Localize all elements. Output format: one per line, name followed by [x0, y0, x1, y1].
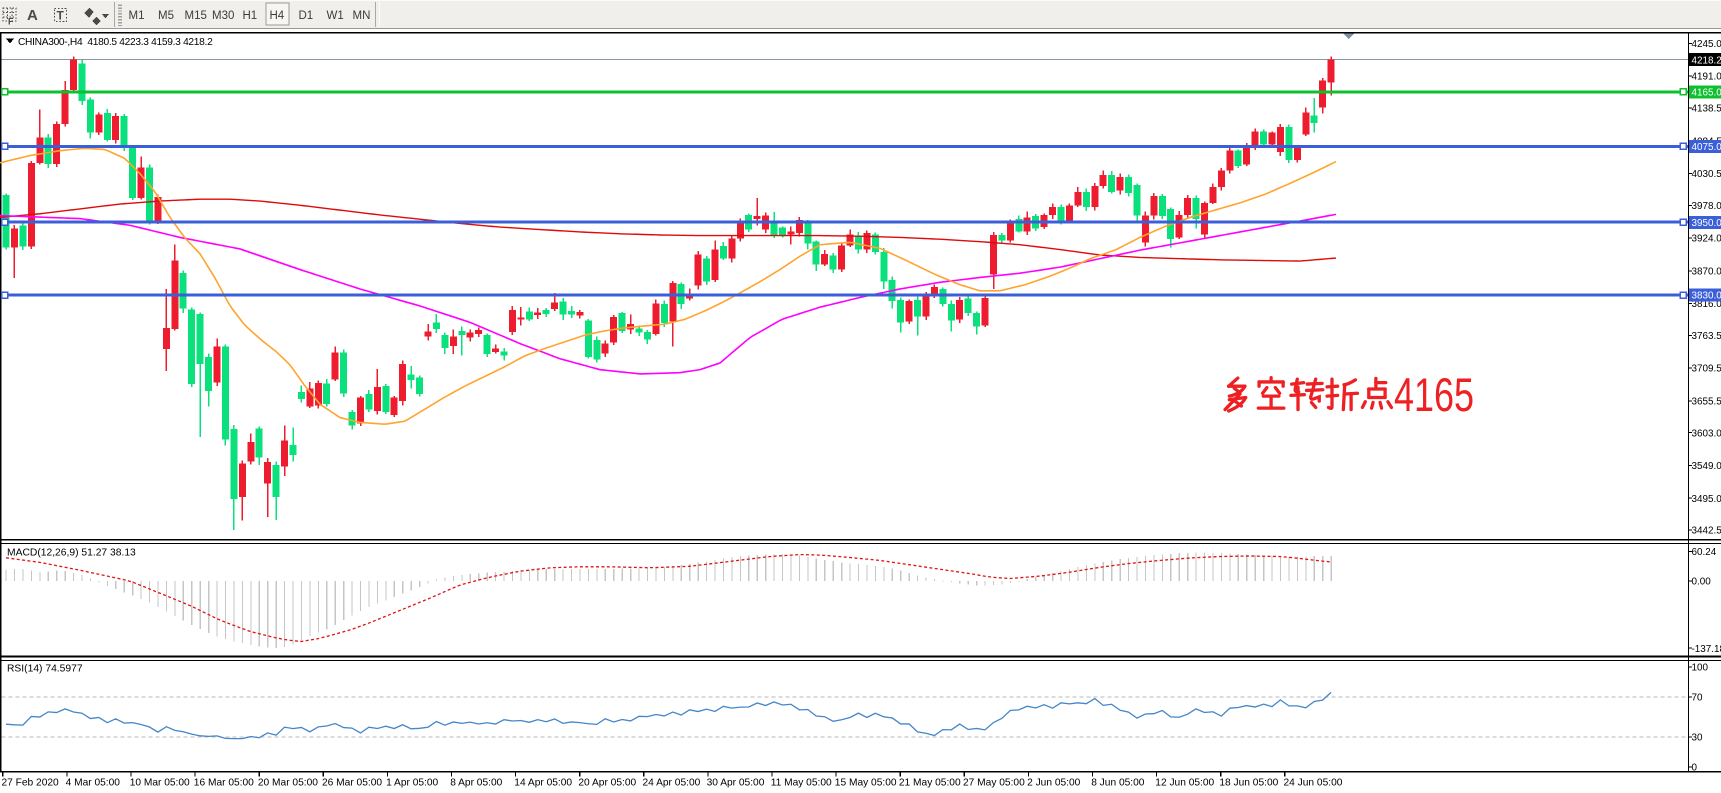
svg-text:3950.0: 3950.0: [1692, 218, 1721, 229]
svg-text:T: T: [57, 9, 65, 23]
svg-text:70: 70: [1692, 693, 1703, 704]
svg-text:60.24: 60.24: [1692, 547, 1717, 558]
svg-text:F: F: [8, 17, 14, 27]
svg-text:MACD(12,26,9) 51.27 38.13: MACD(12,26,9) 51.27 38.13: [7, 548, 136, 559]
svg-text:CHINA300-,H4 4180.5 4223.3 41: CHINA300-,H4 4180.5 4223.3 4159.3 4218.2: [18, 37, 213, 48]
svg-text:H4: H4: [270, 10, 285, 22]
svg-text:3763.5: 3763.5: [1692, 331, 1721, 342]
svg-text:4218.2: 4218.2: [1692, 55, 1721, 66]
svg-text:3924.0: 3924.0: [1692, 234, 1721, 245]
svg-text:16 Mar 05:00: 16 Mar 05:00: [194, 778, 254, 789]
svg-text:4165: 4165: [1394, 368, 1474, 421]
svg-text:21 May 05:00: 21 May 05:00: [899, 778, 961, 789]
svg-text:30: 30: [1692, 733, 1703, 744]
svg-text:3495.0: 3495.0: [1692, 494, 1721, 505]
svg-text:W1: W1: [327, 10, 344, 22]
svg-text:3830.0: 3830.0: [1692, 291, 1721, 302]
svg-text:4165.0: 4165.0: [1692, 88, 1721, 99]
svg-text:M1: M1: [129, 10, 145, 22]
svg-text:24 Apr 05:00: 24 Apr 05:00: [643, 778, 701, 789]
svg-text:8 Jun 05:00: 8 Jun 05:00: [1091, 778, 1145, 789]
svg-text:0.00: 0.00: [1692, 577, 1712, 588]
svg-text:M5: M5: [158, 10, 174, 22]
svg-text:RSI(14) 74.5977: RSI(14) 74.5977: [7, 664, 83, 675]
svg-text:3870.0: 3870.0: [1692, 266, 1721, 277]
svg-text:4245.0: 4245.0: [1692, 39, 1721, 50]
svg-text:2 Jun 05:00: 2 Jun 05:00: [1027, 778, 1081, 789]
svg-text:3978.0: 3978.0: [1692, 201, 1721, 212]
svg-text:3816.0: 3816.0: [1692, 299, 1721, 310]
svg-text:18 Jun 05:00: 18 Jun 05:00: [1219, 778, 1278, 789]
svg-text:27 May 05:00: 27 May 05:00: [963, 778, 1025, 789]
svg-text:3603.0: 3603.0: [1692, 428, 1721, 439]
svg-text:10 Mar 05:00: 10 Mar 05:00: [130, 778, 190, 789]
svg-text:4191.0: 4191.0: [1692, 72, 1721, 83]
svg-text:M30: M30: [212, 10, 234, 22]
svg-text:8 Apr 05:00: 8 Apr 05:00: [450, 778, 502, 789]
svg-text:MN: MN: [353, 10, 371, 22]
svg-text:20 Mar 05:00: 20 Mar 05:00: [258, 778, 318, 789]
svg-text:4138.5: 4138.5: [1692, 104, 1721, 115]
svg-text:3442.5: 3442.5: [1692, 526, 1721, 537]
svg-text:26 Mar 05:00: 26 Mar 05:00: [322, 778, 382, 789]
svg-text:D1: D1: [299, 10, 314, 22]
svg-text:15 May 05:00: 15 May 05:00: [835, 778, 897, 789]
svg-text:1 Apr 05:00: 1 Apr 05:00: [386, 778, 438, 789]
svg-text:12 Jun 05:00: 12 Jun 05:00: [1155, 778, 1214, 789]
svg-text:3709.5: 3709.5: [1692, 364, 1721, 375]
svg-text:27 Feb 2020: 27 Feb 2020: [2, 778, 60, 789]
svg-text:-137.18: -137.18: [1692, 644, 1721, 655]
svg-text:H1: H1: [243, 10, 258, 22]
svg-text:14 Apr 05:00: 14 Apr 05:00: [514, 778, 572, 789]
svg-text:4030.5: 4030.5: [1692, 169, 1721, 180]
svg-text:0: 0: [1692, 763, 1698, 774]
svg-text:4075.0: 4075.0: [1692, 142, 1721, 153]
svg-text:30 Apr 05:00: 30 Apr 05:00: [707, 778, 765, 789]
svg-text:M15: M15: [185, 10, 207, 22]
svg-text:3549.0: 3549.0: [1692, 461, 1721, 472]
svg-text:3655.5: 3655.5: [1692, 397, 1721, 408]
svg-text:A: A: [27, 7, 38, 24]
svg-text:100: 100: [1692, 663, 1709, 674]
svg-text:24 Jun 05:00: 24 Jun 05:00: [1284, 778, 1343, 789]
svg-text:11 May 05:00: 11 May 05:00: [771, 778, 832, 789]
svg-text:4 Mar 05:00: 4 Mar 05:00: [66, 778, 121, 789]
svg-text:20 Apr 05:00: 20 Apr 05:00: [578, 778, 636, 789]
